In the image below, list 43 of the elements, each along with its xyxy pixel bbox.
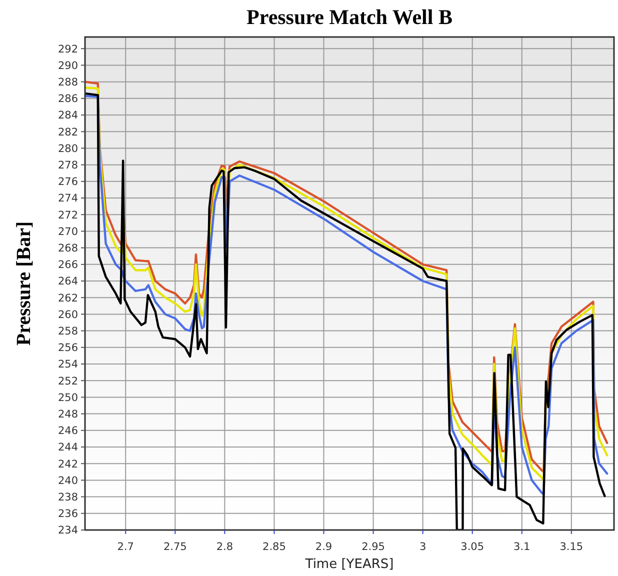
y-tick-label: 292 [58, 43, 78, 56]
x-tick-label: 2.7 [117, 541, 134, 553]
y-tick-label: 286 [58, 93, 78, 106]
y-tick-label: 244 [58, 442, 78, 454]
y-tick-label: 282 [58, 126, 78, 138]
y-tick-label: 264 [58, 276, 78, 288]
y-tick-label: 268 [58, 242, 78, 254]
x-tick-label: 2.9 [315, 541, 332, 553]
x-tick-label: 3.15 [560, 541, 584, 553]
y-tick-label: 290 [58, 60, 78, 72]
y-tick-label: 240 [58, 474, 78, 487]
y-tick-label: 260 [58, 308, 78, 321]
y-tick-label: 256 [58, 342, 78, 354]
y-tick-label: 234 [58, 524, 78, 537]
y-tick-label: 254 [58, 358, 78, 371]
y-tick-label: 288 [58, 76, 78, 88]
y-tick-label: 250 [58, 392, 78, 404]
x-axis-title: Time [YEARS] [304, 557, 394, 572]
x-tick-label: 2.85 [262, 541, 286, 553]
y-tick-label: 252 [58, 375, 78, 388]
x-tick-label: 2.8 [216, 541, 234, 553]
x-tick-label: 3.1 [514, 541, 530, 553]
y-tick-label: 242 [58, 458, 78, 470]
y-tick-label: 262 [58, 292, 78, 304]
y-tick-label: 248 [58, 408, 78, 420]
x-tick-label: 3 [419, 541, 426, 553]
y-tick-label: 266 [58, 259, 78, 272]
y-tick-label: 246 [58, 425, 78, 438]
y-tick-label: 284 [58, 110, 78, 122]
y-tick-label: 272 [58, 209, 78, 222]
y-tick-label: 274 [58, 192, 78, 205]
y-tick-label: 238 [58, 491, 78, 504]
chart-title: Pressure Match Well B [246, 5, 452, 29]
y-tick-label: 280 [58, 142, 78, 155]
y-tick-label: 270 [58, 226, 78, 238]
y-tick-label: 276 [58, 176, 78, 188]
y-tick-label: 278 [58, 159, 78, 172]
y-axis-title: Pressure [Bar] [13, 221, 35, 346]
y-tick-label: 236 [58, 508, 78, 520]
x-tick-label: 3.05 [460, 541, 484, 553]
x-tick-label: 2.95 [362, 541, 385, 553]
x-tick-label: 2.75 [163, 541, 187, 553]
y-tick-label: 258 [58, 325, 78, 338]
